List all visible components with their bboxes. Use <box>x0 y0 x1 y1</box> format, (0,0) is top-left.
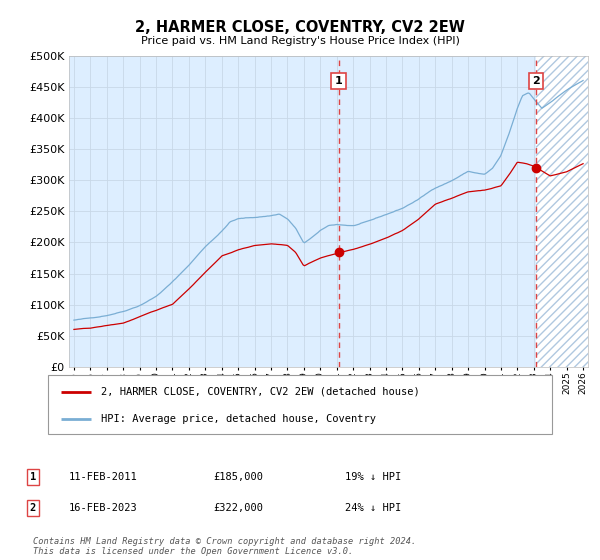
Text: 1: 1 <box>335 76 343 86</box>
Text: 24% ↓ HPI: 24% ↓ HPI <box>345 503 401 513</box>
Text: £185,000: £185,000 <box>213 472 263 482</box>
Text: 2, HARMER CLOSE, COVENTRY, CV2 2EW (detached house): 2, HARMER CLOSE, COVENTRY, CV2 2EW (deta… <box>101 386 419 396</box>
Text: 19% ↓ HPI: 19% ↓ HPI <box>345 472 401 482</box>
Text: 2: 2 <box>30 503 36 513</box>
Text: HPI: Average price, detached house, Coventry: HPI: Average price, detached house, Cove… <box>101 414 376 424</box>
Text: £322,000: £322,000 <box>213 503 263 513</box>
Text: 2, HARMER CLOSE, COVENTRY, CV2 2EW: 2, HARMER CLOSE, COVENTRY, CV2 2EW <box>135 20 465 35</box>
Text: Price paid vs. HM Land Registry's House Price Index (HPI): Price paid vs. HM Land Registry's House … <box>140 36 460 46</box>
Text: Contains HM Land Registry data © Crown copyright and database right 2024.
This d: Contains HM Land Registry data © Crown c… <box>33 536 416 556</box>
Bar <box>536 56 591 367</box>
Text: 1: 1 <box>30 472 36 482</box>
Text: 16-FEB-2023: 16-FEB-2023 <box>69 503 138 513</box>
Text: 11-FEB-2011: 11-FEB-2011 <box>69 472 138 482</box>
Text: 2: 2 <box>532 76 539 86</box>
